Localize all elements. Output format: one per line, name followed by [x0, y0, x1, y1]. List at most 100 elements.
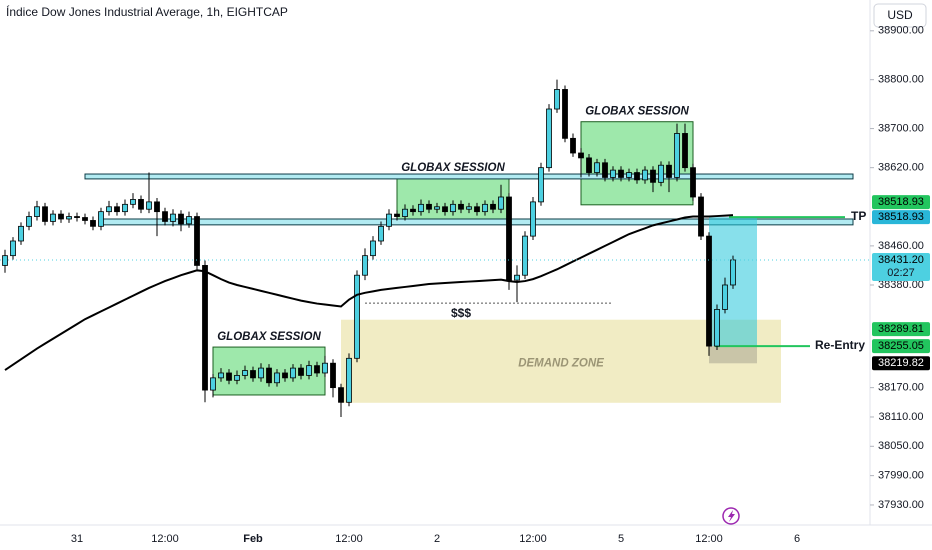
- candle-body: [250, 370, 256, 379]
- candle-body: [490, 203, 496, 210]
- x-tick-label: 31: [71, 533, 83, 545]
- candle-body: [170, 213, 176, 222]
- candle-body: [570, 137, 576, 154]
- y-tick-label: 38050.00: [878, 440, 924, 452]
- price-tag-label: 38518.93: [878, 211, 924, 223]
- candle-body: [474, 206, 480, 213]
- candle-body: [66, 216, 72, 220]
- candle-body: [74, 216, 80, 218]
- candle-body: [186, 216, 192, 225]
- price-tag-label: 38431.20: [878, 254, 924, 266]
- candle-body: [586, 157, 592, 173]
- x-tick-label: Feb: [243, 533, 263, 545]
- y-tick-label: 38800.00: [878, 74, 924, 86]
- candle-body: [706, 235, 712, 347]
- candle-body: [378, 225, 384, 242]
- candle-body: [98, 211, 104, 227]
- candle-body: [578, 152, 584, 159]
- candle-body: [642, 169, 648, 181]
- candle-body: [506, 196, 512, 281]
- candle-body: [234, 375, 240, 381]
- candle-body: [146, 201, 152, 210]
- y-tick-label: 38460.00: [878, 240, 924, 252]
- currency-label[interactable]: USD: [887, 8, 913, 22]
- candle-body: [338, 387, 344, 403]
- candle-body: [282, 372, 288, 379]
- candle-body: [514, 274, 520, 281]
- currency-button[interactable]: [873, 3, 927, 28]
- candle-body: [370, 240, 376, 257]
- candle-body: [482, 203, 488, 213]
- candle-body: [546, 108, 552, 169]
- candle-body: [426, 203, 432, 210]
- y-tick-label: 37990.00: [878, 470, 924, 482]
- resistance-level: [84, 173, 854, 180]
- candle-body: [434, 206, 440, 210]
- candle-body: [346, 357, 352, 403]
- candle-body: [658, 164, 664, 183]
- candle-body: [410, 208, 416, 213]
- candle-body: [2, 255, 8, 266]
- candle-body: [162, 211, 168, 222]
- candle-body: [18, 225, 24, 242]
- x-tick-label: 12:00: [335, 533, 363, 545]
- candle-body: [50, 213, 56, 222]
- x-tick-label: 6: [794, 533, 800, 545]
- candle-body: [666, 164, 672, 178]
- x-tick-label: 12:00: [695, 533, 723, 545]
- candle-body: [618, 169, 624, 178]
- candle-body: [298, 367, 304, 376]
- loss-zone: [709, 346, 757, 364]
- candle-body: [730, 259, 736, 286]
- price-tag: [872, 195, 930, 210]
- candle-body: [626, 172, 632, 178]
- candle-body: [522, 235, 528, 276]
- candle-body: [354, 274, 360, 359]
- liquidity-label: $$$: [451, 306, 471, 320]
- candle-body: [194, 216, 200, 266]
- candle-body: [42, 206, 48, 222]
- candle-body: [34, 206, 40, 217]
- candle-body: [138, 199, 144, 210]
- candle-body: [130, 199, 136, 205]
- price-tag-label: 38518.93: [878, 196, 924, 208]
- candle-body: [306, 365, 312, 376]
- price-tag-label: 38219.82: [878, 357, 924, 369]
- candle-body: [714, 309, 720, 347]
- price-tag: [872, 252, 930, 281]
- y-tick-label: 38110.00: [878, 411, 923, 423]
- candle-body: [554, 89, 560, 110]
- candle-body: [402, 208, 408, 217]
- y-tick-label: 37930.00: [878, 499, 924, 511]
- price-tag: [872, 356, 930, 371]
- candle-body: [362, 255, 368, 276]
- candle-body: [10, 240, 16, 257]
- candle-body: [634, 172, 640, 181]
- candle-body: [58, 213, 64, 220]
- entry-label: Re-Entry: [815, 338, 865, 352]
- candle-body: [202, 265, 208, 391]
- y-tick-label: 38380.00: [878, 279, 924, 291]
- candle-body: [330, 362, 336, 389]
- zone-label: GLOBAX SESSION: [585, 106, 689, 118]
- price-tag-label: 38255.05: [878, 340, 924, 352]
- candle-body: [154, 201, 160, 213]
- price-tag: [872, 210, 930, 225]
- candle-body: [242, 370, 248, 376]
- candle-body: [114, 206, 120, 213]
- candle-body: [322, 362, 328, 374]
- candle-body: [418, 203, 424, 213]
- candle-body: [386, 213, 392, 227]
- candle-body: [266, 367, 272, 384]
- x-tick-label: 12:00: [151, 533, 179, 545]
- zone-label: GLOBAX SESSION: [217, 331, 321, 343]
- candle-body: [394, 213, 400, 217]
- candle-body: [602, 162, 608, 178]
- candle-body: [594, 162, 600, 173]
- y-tick-label: 38700.00: [878, 122, 924, 134]
- candle-body: [226, 372, 232, 381]
- candle-body: [290, 367, 296, 379]
- candle-body: [106, 206, 112, 213]
- chart-title: Índice Dow Jones Industrial Average, 1h,…: [6, 4, 288, 19]
- candle-body: [90, 220, 96, 227]
